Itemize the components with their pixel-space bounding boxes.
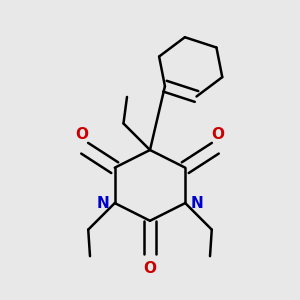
Text: N: N	[190, 196, 203, 211]
Text: N: N	[97, 196, 110, 211]
Text: O: O	[212, 127, 225, 142]
Text: O: O	[75, 127, 88, 142]
Text: O: O	[143, 261, 157, 276]
